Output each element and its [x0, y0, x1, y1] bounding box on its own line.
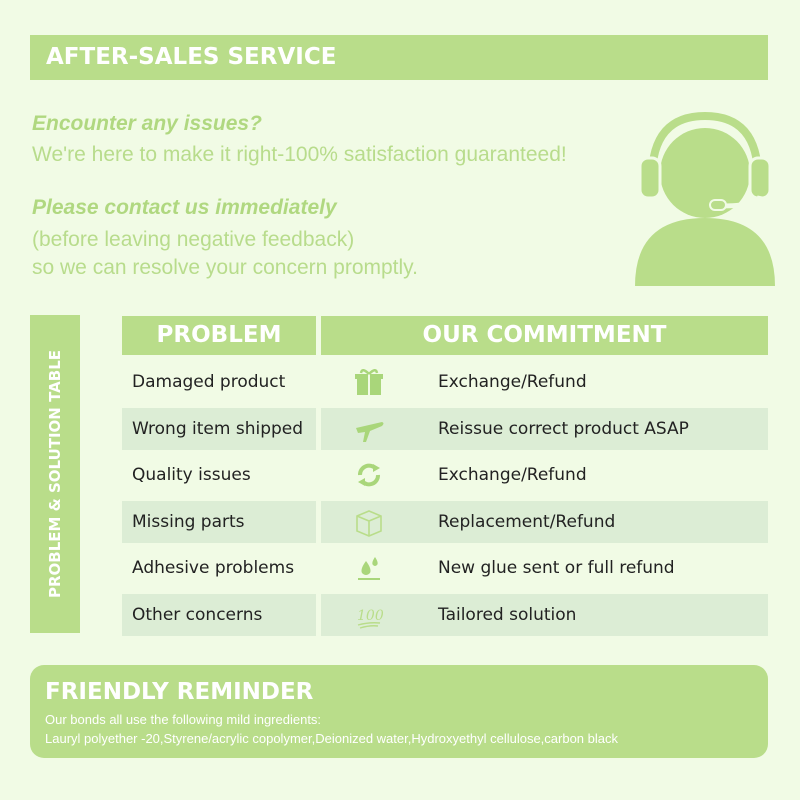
problem-cell: Damaged product: [132, 372, 286, 392]
table-row: Missing parts Replacement/Refund: [122, 500, 768, 543]
water-drops-icon: [357, 557, 380, 581]
refresh-icon: [357, 463, 380, 487]
column-header-commitment: OUR COMMITMENT: [321, 316, 768, 355]
customer-service-headset-icon: [635, 111, 775, 286]
problem-cell: Other concerns: [122, 594, 316, 636]
commitment-cell: Replacement/Refund: [416, 500, 768, 543]
hundred-icon: 100: [357, 608, 384, 629]
svg-text:100: 100: [357, 608, 384, 624]
gift-icon: [354, 369, 383, 395]
commitment-cell: Reissue correct product ASAP: [416, 407, 768, 450]
icon-cell: [321, 500, 416, 543]
table-row: Quality issues Exchange/Refund: [122, 454, 768, 496]
problem-cell: Wrong item shipped: [122, 407, 316, 450]
reminder-title: FRIENDLY REMINDER: [45, 679, 314, 705]
airplane-icon: [355, 421, 383, 442]
commitment-cell: New glue sent or full refund: [438, 558, 675, 579]
icon-cell: [321, 361, 416, 403]
intro-line: We're here to make it right-100% satisfa…: [32, 143, 567, 166]
icon-cell: [321, 454, 416, 496]
page-title: AFTER-SALES SERVICE: [30, 35, 768, 80]
side-label: PROBLEM & SOLUTION TABLE: [46, 350, 64, 598]
table-row: Adhesive problems New glue sent or full …: [122, 547, 768, 589]
problem-cell: Missing parts: [122, 500, 316, 543]
reminder-line: Our bonds all use the following mild ing…: [45, 712, 322, 727]
commitment-cell: Exchange/Refund: [438, 372, 587, 392]
commitment-cell: Exchange/Refund: [438, 465, 587, 486]
reminder-ingredients: Lauryl polyether -20,Styrene/acrylic cop…: [45, 731, 618, 746]
side-label-bar: [30, 315, 80, 633]
table-row: Damaged product Exchange/Refund: [122, 361, 768, 403]
problem-cell: Adhesive problems: [132, 558, 295, 579]
friendly-reminder: FRIENDLY REMINDER Our bonds all use the …: [30, 665, 768, 758]
intro-line: so we can resolve your concern promptly.: [32, 256, 418, 279]
icon-cell: [321, 407, 416, 450]
icon-cell: [321, 547, 416, 589]
intro-contact: Please contact us immediately: [32, 196, 337, 219]
intro-question: Encounter any issues?: [32, 112, 262, 135]
table-row: Wrong item shipped Reissue correct produ…: [122, 407, 768, 450]
box-icon: [355, 509, 382, 537]
icon-cell: 100: [321, 594, 416, 636]
intro-line: (before leaving negative feedback): [32, 228, 355, 251]
table-row: Other concerns 100 Tailored solution: [122, 594, 768, 636]
problem-cell: Quality issues: [132, 465, 251, 486]
commitment-cell: Tailored solution: [416, 594, 768, 636]
column-header-problem: PROBLEM: [122, 316, 316, 355]
